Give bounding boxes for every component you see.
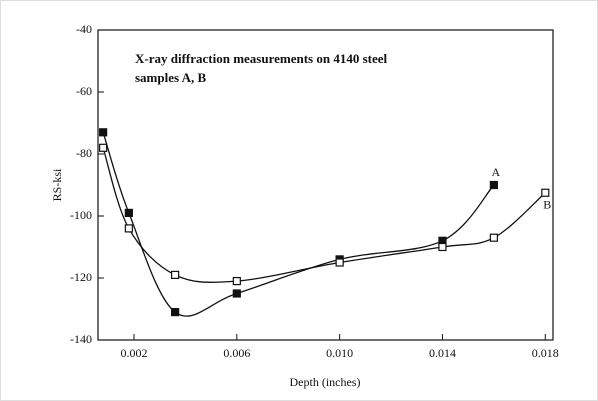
series-label: B — [543, 198, 551, 212]
marker — [99, 143, 108, 152]
marker — [438, 242, 447, 252]
series-label: A — [492, 165, 501, 179]
y-tick-label: -60 — [76, 84, 92, 98]
x-tick-label: 0.002 — [120, 346, 147, 360]
marker — [489, 180, 498, 190]
marker — [489, 233, 498, 242]
marker — [541, 188, 550, 197]
marker — [99, 128, 108, 137]
x-tick-label: 0.014 — [429, 346, 456, 360]
x-axis-label: Depth (inches) — [290, 375, 361, 389]
marker — [335, 258, 344, 267]
y-tick-label: -80 — [76, 146, 92, 160]
marker — [124, 208, 133, 217]
y-tick-label: -40 — [76, 22, 92, 36]
x-tick-label: 0.006 — [223, 346, 250, 360]
x-tick-label: 0.018 — [532, 346, 559, 360]
line — [102, 132, 495, 317]
plot-area — [97, 29, 554, 341]
line — [102, 147, 546, 284]
x-tick-label: 0.010 — [326, 346, 353, 360]
annotation: samples A, B — [135, 70, 206, 85]
marker — [232, 289, 241, 298]
y-tick-label: -120 — [70, 270, 92, 284]
marker — [171, 270, 180, 279]
y-axis-label: RS-ksi — [50, 168, 64, 201]
y-tick-label: -140 — [70, 332, 92, 346]
y-tick-label: -100 — [70, 208, 92, 222]
annotation: X-ray diffraction measurements on 4140 s… — [135, 51, 388, 66]
marker — [232, 277, 241, 286]
marker — [124, 224, 133, 233]
marker — [171, 308, 180, 317]
